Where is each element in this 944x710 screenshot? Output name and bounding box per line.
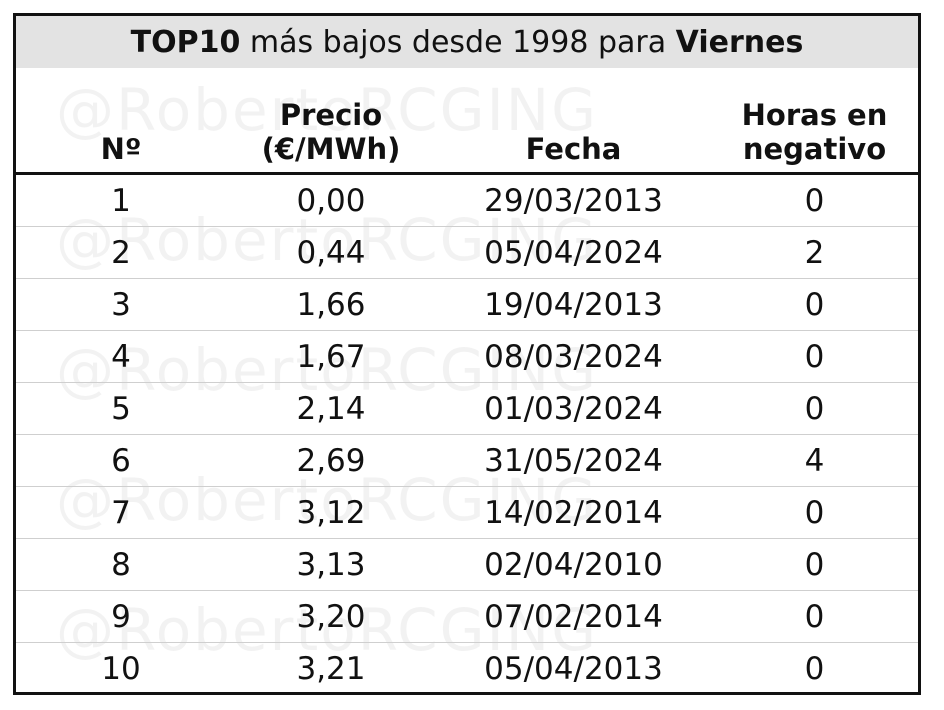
table-cell: 01/03/2024: [436, 382, 711, 435]
table-row: 6 2,69 31/05/2024 4: [16, 434, 918, 487]
table-row: 4 1,67 08/03/2024 0: [16, 330, 918, 383]
title-bold: Viernes: [675, 24, 804, 60]
table-row: 5 2,14 01/03/2024 0: [16, 382, 918, 435]
column-header: Fecha: [436, 68, 711, 175]
table-cell: 7: [16, 486, 226, 539]
table-cell: 2: [16, 226, 226, 279]
title-text: más bajos desde 1998 para: [249, 24, 667, 60]
table-row: 8 3,13 02/04/2010 0: [16, 538, 918, 591]
table-cell: 1: [16, 173, 226, 227]
table-cell: 5: [16, 382, 226, 435]
table-cell: 3,12: [226, 486, 436, 539]
table-cell: 4: [16, 330, 226, 383]
price-table: TOP10 más bajos desde 1998 para Viernes …: [16, 16, 918, 693]
table-cell: 0: [711, 590, 918, 643]
table-cell: 10: [101, 650, 141, 687]
table-cell: 0,00: [226, 173, 436, 227]
table-row: 7 3,12 14/02/2014 0: [16, 486, 918, 539]
table-cell: 0: [804, 650, 825, 687]
table-cell: 0: [711, 278, 918, 331]
table-cell: 0: [711, 486, 918, 539]
table-cell: 29/03/2013: [436, 173, 711, 227]
table-cell: 0: [711, 330, 918, 383]
table-cell: 0: [711, 173, 918, 227]
table-title: TOP10 más bajos desde 1998 para Viernes: [16, 16, 918, 68]
table-row: 10 3,21 05/04/2013 0: [16, 643, 918, 693]
table-cell: 05/04/2013: [484, 650, 663, 687]
table-cell: 2: [711, 226, 918, 279]
table-cell: 2,14: [226, 382, 436, 435]
column-header: Precio (€/MWh): [226, 68, 436, 175]
table-cell: 0: [711, 382, 918, 435]
table-cell: 08/03/2024: [436, 330, 711, 383]
table-cell: 9: [16, 590, 226, 643]
title-bold: TOP10: [130, 24, 241, 60]
table-cell: 2,69: [226, 434, 436, 487]
table-cell: 3: [16, 278, 226, 331]
table-cell: 19/04/2013: [436, 278, 711, 331]
table-cell: 3,13: [226, 538, 436, 591]
table-cell: 05/04/2024: [436, 226, 711, 279]
table-cell: 3,20: [226, 590, 436, 643]
table-cell: 31/05/2024: [436, 434, 711, 487]
table-cell: 0: [711, 538, 918, 591]
table-row: 2 0,44 05/04/2024 2: [16, 226, 918, 279]
table-cell: 02/04/2010: [436, 538, 711, 591]
header-row: Nº Precio (€/MWh) Fecha Horas en negativo: [16, 68, 918, 175]
table-cell: 1,66: [226, 278, 436, 331]
column-header: Nº: [16, 68, 226, 175]
table-row: 9 3,20 07/02/2014 0: [16, 590, 918, 643]
table-row: 1 0,00 29/03/2013 0: [16, 173, 918, 227]
table-cell: 8: [16, 538, 226, 591]
table-cell: 4: [711, 434, 918, 487]
table-cell: 6: [16, 434, 226, 487]
table-cell: 14/02/2014: [436, 486, 711, 539]
table-cell: 0,44: [226, 226, 436, 279]
table-cell: 07/02/2014: [436, 590, 711, 643]
table-cell: 1,67: [226, 330, 436, 383]
table-row: 3 1,66 19/04/2013 0: [16, 278, 918, 331]
column-header: Horas en negativo: [711, 68, 918, 175]
table-frame: TOP10 más bajos desde 1998 para Viernes …: [13, 13, 921, 695]
table-cell: 3,21: [296, 650, 366, 687]
